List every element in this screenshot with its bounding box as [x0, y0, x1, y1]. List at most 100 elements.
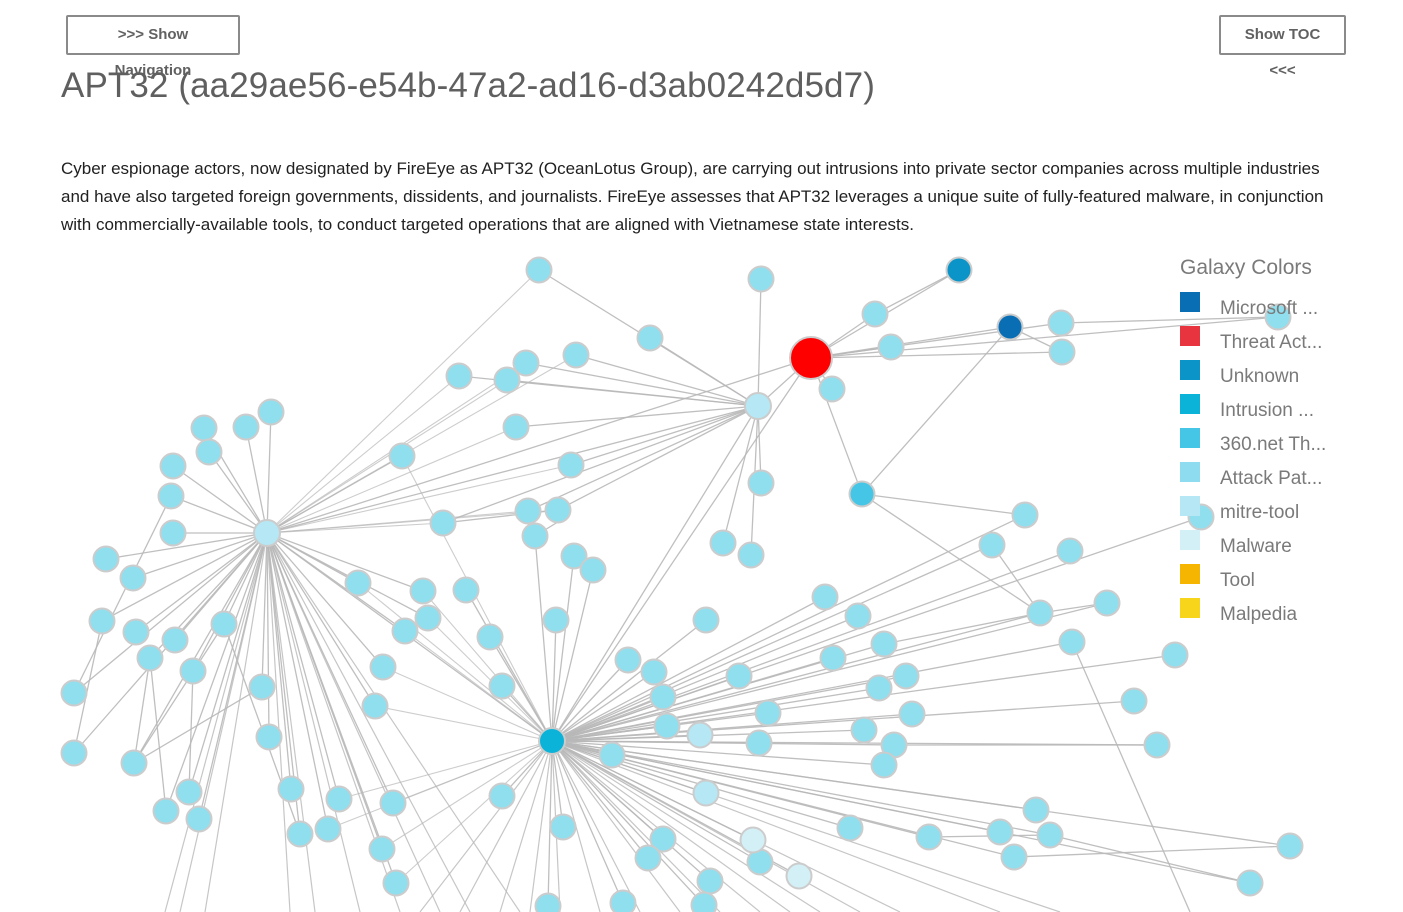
attack-pattern-node[interactable] [512, 349, 540, 377]
mitre-tool-hub-node[interactable] [253, 519, 281, 547]
attack-pattern-node[interactable] [379, 789, 407, 817]
attack-pattern-node[interactable] [898, 700, 926, 728]
attack-pattern-node[interactable] [692, 606, 720, 634]
attack-pattern-node[interactable] [159, 452, 187, 480]
attack-pattern-node[interactable] [493, 366, 521, 394]
mitre-node[interactable] [686, 721, 714, 749]
attack-pattern-node[interactable] [562, 341, 590, 369]
attack-pattern-node[interactable] [811, 583, 839, 611]
attack-pattern-node[interactable] [1048, 338, 1076, 366]
attack-pattern-node[interactable] [892, 662, 920, 690]
attack-pattern-node[interactable] [60, 679, 88, 707]
show-navigation-button[interactable]: >>> Show Navigation [66, 15, 240, 79]
attack-pattern-node[interactable] [161, 626, 189, 654]
attack-pattern-node[interactable] [1276, 832, 1304, 860]
attack-pattern-node[interactable] [986, 818, 1014, 846]
attack-pattern-node[interactable] [190, 414, 218, 442]
attack-pattern-node[interactable] [549, 813, 577, 841]
attack-pattern-node[interactable] [122, 618, 150, 646]
attack-pattern-node[interactable] [525, 256, 553, 284]
attack-pattern-node[interactable] [819, 644, 847, 672]
attack-pattern-node[interactable] [120, 749, 148, 777]
attack-pattern-node[interactable] [1026, 599, 1054, 627]
attack-pattern-node[interactable] [277, 775, 305, 803]
attack-pattern-node[interactable] [696, 867, 724, 895]
attack-pattern-node[interactable] [445, 362, 473, 390]
attack-pattern-node[interactable] [92, 545, 120, 573]
attack-pattern-node[interactable] [185, 805, 213, 833]
unknown-node[interactable] [945, 256, 973, 284]
attack-pattern-node[interactable] [382, 869, 410, 897]
attack-pattern-node[interactable] [502, 413, 530, 441]
attack-pattern-node[interactable] [560, 542, 588, 570]
attack-pattern-node[interactable] [818, 375, 846, 403]
attack-pattern-node[interactable] [1236, 869, 1264, 897]
net360-node[interactable] [848, 480, 876, 508]
attack-pattern-node[interactable] [210, 610, 238, 638]
attack-pattern-node[interactable] [159, 519, 187, 547]
attack-pattern-node[interactable] [344, 569, 372, 597]
attack-pattern-node[interactable] [1120, 687, 1148, 715]
graph-nodes[interactable] [60, 256, 1304, 912]
attack-pattern-node[interactable] [649, 683, 677, 711]
show-toc-button[interactable]: Show TOC <<< [1219, 15, 1346, 79]
attack-pattern-node[interactable] [609, 889, 637, 912]
intrusion-set-hub-node[interactable] [538, 727, 566, 755]
attack-pattern-node[interactable] [634, 844, 662, 872]
attack-pattern-node[interactable] [248, 673, 276, 701]
attack-pattern-node[interactable] [391, 617, 419, 645]
attack-pattern-node[interactable] [737, 541, 765, 569]
attack-pattern-node[interactable] [152, 797, 180, 825]
attack-pattern-node[interactable] [429, 509, 457, 537]
mitre-node[interactable] [692, 779, 720, 807]
attack-pattern-node[interactable] [844, 602, 872, 630]
attack-pattern-node[interactable] [653, 712, 681, 740]
attack-pattern-node[interactable] [747, 265, 775, 293]
attack-pattern-node[interactable] [870, 630, 898, 658]
attack-pattern-node[interactable] [388, 442, 416, 470]
attack-pattern-node[interactable] [286, 820, 314, 848]
attack-pattern-node[interactable] [690, 891, 718, 912]
attack-pattern-node[interactable] [598, 741, 626, 769]
attack-pattern-node[interactable] [232, 413, 260, 441]
malware-node[interactable] [739, 826, 767, 854]
attack-pattern-node[interactable] [614, 646, 642, 674]
attack-pattern-node[interactable] [1161, 641, 1189, 669]
threat-actor-node[interactable] [789, 336, 833, 380]
attack-pattern-node[interactable] [649, 825, 677, 853]
attack-pattern-node[interactable] [314, 815, 342, 843]
attack-pattern-node[interactable] [544, 496, 572, 524]
attack-pattern-node[interactable] [195, 438, 223, 466]
attack-pattern-node[interactable] [257, 398, 285, 426]
attack-pattern-node[interactable] [1093, 589, 1121, 617]
attack-pattern-node[interactable] [836, 814, 864, 842]
attack-pattern-node[interactable] [361, 692, 389, 720]
attack-pattern-node[interactable] [709, 529, 737, 557]
attack-pattern-node[interactable] [579, 556, 607, 584]
malware-node[interactable] [785, 862, 813, 890]
attack-pattern-node[interactable] [1011, 501, 1039, 529]
attack-pattern-node[interactable] [636, 324, 664, 352]
mitre-tool-hub-node[interactable] [744, 392, 772, 420]
attack-pattern-node[interactable] [175, 778, 203, 806]
attack-pattern-node[interactable] [1058, 628, 1086, 656]
attack-pattern-node[interactable] [725, 662, 753, 690]
attack-pattern-node[interactable] [877, 333, 905, 361]
attack-pattern-node[interactable] [157, 482, 185, 510]
attack-pattern-node[interactable] [1143, 731, 1171, 759]
attack-pattern-node[interactable] [488, 672, 516, 700]
attack-pattern-node[interactable] [745, 729, 773, 757]
attack-pattern-node[interactable] [325, 785, 353, 813]
attack-pattern-node[interactable] [88, 607, 116, 635]
attack-pattern-node[interactable] [414, 604, 442, 632]
attack-pattern-node[interactable] [521, 522, 549, 550]
attack-pattern-node[interactable] [542, 606, 570, 634]
attack-pattern-node[interactable] [850, 716, 878, 744]
attack-pattern-node[interactable] [747, 469, 775, 497]
attack-pattern-node[interactable] [476, 623, 504, 651]
attack-pattern-node[interactable] [1022, 796, 1050, 824]
attack-pattern-node[interactable] [1056, 537, 1084, 565]
attack-pattern-node[interactable] [1264, 303, 1292, 331]
attack-pattern-node[interactable] [861, 300, 889, 328]
